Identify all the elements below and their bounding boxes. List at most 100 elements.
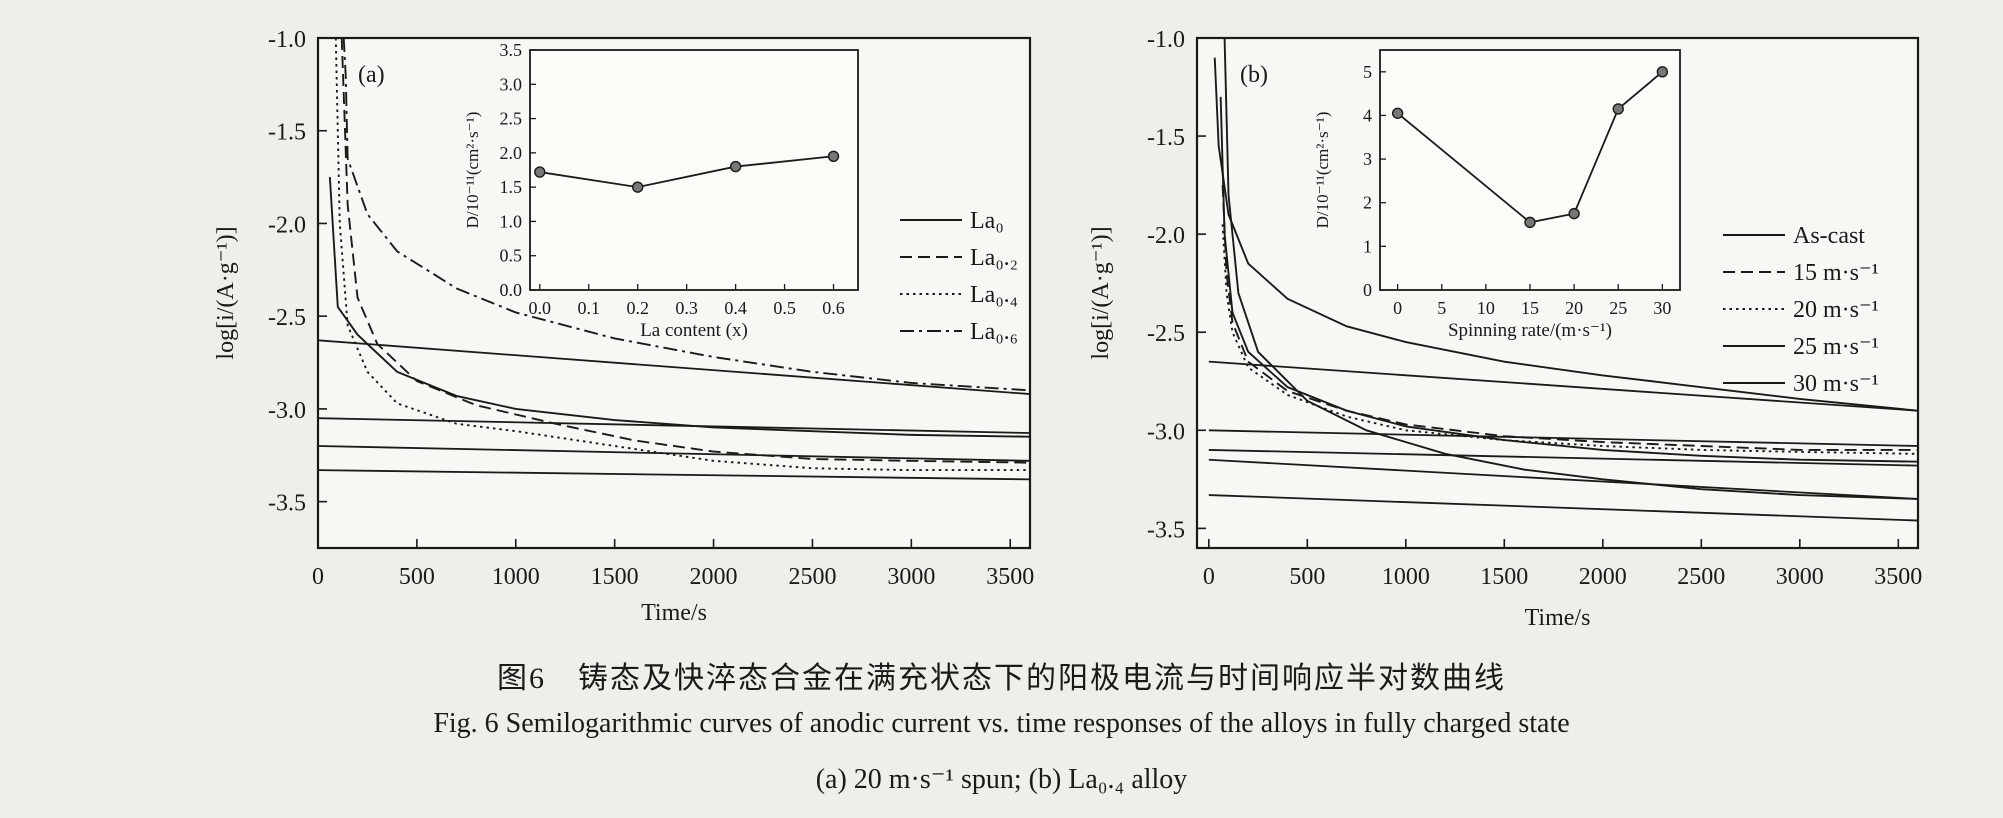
panel-b-inset-y-tick-label: 3 xyxy=(1363,149,1372,169)
figure-caption-english: Fig. 6 Semilogarithmic curves of anodic … xyxy=(433,708,1570,739)
panel-a-inset-x-tick-label: 0.5 xyxy=(773,298,796,318)
panel-b-inset-data-point xyxy=(1568,207,1580,220)
panel-a-inset-y-tick-label: 2.5 xyxy=(500,109,523,129)
panel-b-inset-data-point xyxy=(1612,103,1624,115)
panel-a-inset-series-line xyxy=(539,155,834,189)
panel-a-inset-data-point xyxy=(534,166,546,178)
panel-b-legend-label-4: 30 m·s⁻¹ xyxy=(1793,371,1879,397)
panel-b-legend-label-2: 20 m·s⁻¹ xyxy=(1793,297,1879,323)
panel-b-y-axis-title: log[i/(A·g⁻¹)] xyxy=(1088,226,1114,359)
panel-a-inset-x-tick-label: 0.0 xyxy=(529,298,552,318)
panel-b-reference-line xyxy=(1208,494,1919,522)
panel-a-x-tick-label: 1000 xyxy=(492,564,540,590)
panel-b-legend-label-3: 25 m·s⁻¹ xyxy=(1793,334,1879,360)
panel-b-y-tick-label: -2.5 xyxy=(1147,321,1185,347)
panel-b-inset-data-point xyxy=(1391,107,1404,119)
panel-b-x-tick-label: 2000 xyxy=(1579,564,1627,590)
panel-a-reference-line xyxy=(317,469,1031,481)
panel-b-inset-y-tick-label: 0 xyxy=(1363,280,1372,300)
panel-b-x-tick-label: 1500 xyxy=(1480,564,1528,590)
panel-b-inset-x-axis-title: Spinning rate/(m·s⁻¹) xyxy=(1448,320,1612,341)
panel-b-x-tick-label: 1000 xyxy=(1382,564,1430,590)
panel-a-reference-line xyxy=(317,445,1031,462)
panel-b-inset-frame xyxy=(1379,49,1681,291)
panel-b-inset-y-axis-title: D/10⁻¹¹(cm²·s⁻¹) xyxy=(1313,112,1332,229)
panel-a-y-tick-label: -1.5 xyxy=(268,120,306,146)
panel-b-series-line-1 xyxy=(1221,185,1918,451)
panel-b-y-tick-label: -1.5 xyxy=(1147,125,1185,151)
panel-b-y-tick-label: -3.5 xyxy=(1147,517,1185,543)
panel-a-y-tick-label: -2.5 xyxy=(268,305,306,331)
panel-b-inset-x-tick-label: 0 xyxy=(1393,298,1402,318)
panel-a-inset-x-tick-label: 0.4 xyxy=(724,298,747,318)
panel-b-inset-data-point xyxy=(1656,66,1669,78)
panel-b-legend-label-1: 15 m·s⁻¹ xyxy=(1793,260,1879,286)
figure-caption-subcaption: (a) 20 m·s⁻¹ spun; (b) La₀.₄ alloy xyxy=(815,764,1188,795)
panel-a-inset-y-tick-label: 1.0 xyxy=(500,211,523,231)
panel-b-inset-data-point xyxy=(1524,216,1536,229)
panel-a-series-line-1 xyxy=(340,38,1030,464)
panel-a-inset-y-tick-label: 3.5 xyxy=(500,40,523,60)
panel-a-reference-line xyxy=(317,339,1031,395)
panel-a-inset-x-tick-label: 0.1 xyxy=(577,298,600,318)
panel-a-inset-data-point xyxy=(632,181,644,193)
panel-a-x-axis-title: Time/s xyxy=(641,600,707,626)
panel-b-legend-label-0: As-cast xyxy=(1793,223,1865,249)
panel-a-x-tick-label: 0 xyxy=(312,564,324,590)
panel-a-series-line-3 xyxy=(342,38,1030,392)
panel-b-inset-y-tick-label: 2 xyxy=(1363,193,1372,213)
panel-b-x-axis-title: Time/s xyxy=(1525,605,1591,631)
panel-a-inset-y-tick-label: 0.0 xyxy=(500,280,523,300)
panel-b-inset-x-tick-label: 30 xyxy=(1653,298,1671,318)
panel-a-x-tick-label: 3500 xyxy=(986,564,1034,590)
panel-b-series-line-0 xyxy=(1213,57,1918,412)
panel-a-inset-y-tick-label: 2.0 xyxy=(500,143,523,163)
panel-a-inset-data-point xyxy=(729,160,742,173)
panel-b-inset-y-tick-label: 4 xyxy=(1363,105,1372,125)
panel-b-inset-x-tick-label: 5 xyxy=(1437,298,1446,318)
panel-a-legend-label-3: La₀.₆ xyxy=(970,319,1018,345)
panel-b-inset-x-tick-label: 25 xyxy=(1609,298,1627,318)
panel-a-y-tick-label: -3.0 xyxy=(268,398,306,424)
panel-a-inset-x-tick-label: 0.3 xyxy=(675,298,698,318)
panel-b-series-line-2 xyxy=(1221,224,1918,455)
panel-b-inset-y-tick-label: 1 xyxy=(1363,236,1372,256)
panel-b-x-tick-label: 0 xyxy=(1203,564,1215,590)
panel-a-inset-y-tick-label: 3.0 xyxy=(500,74,523,94)
panel-a-inset-y-tick-label: 1.5 xyxy=(500,177,523,197)
panel-a-inset-x-tick-label: 0.2 xyxy=(626,298,649,318)
panel-a-y-tick-label: -2.0 xyxy=(268,212,306,238)
panel-a-legend-label-0: La₀ xyxy=(970,208,1004,234)
panel-a-x-tick-label: 2000 xyxy=(690,564,738,590)
panel-a-y-tick-label: -1.0 xyxy=(268,27,306,53)
panel-a-inset-x-axis-title: La content (x) xyxy=(640,320,748,341)
panel-a-series-line-2 xyxy=(334,38,1030,472)
panel-a-inset-y-tick-label: 0.5 xyxy=(500,246,523,266)
panel-a-x-tick-label: 2500 xyxy=(788,564,836,590)
panel-b-reference-line xyxy=(1208,458,1919,500)
panel-b-y-tick-label: -3.0 xyxy=(1147,419,1185,445)
panel-a-inset-x-tick-label: 0.6 xyxy=(822,298,845,318)
panel-b-x-tick-label: 3500 xyxy=(1874,564,1922,590)
panel-b-reference-line xyxy=(1208,360,1919,412)
panel-b-inset-x-tick-label: 20 xyxy=(1565,298,1583,318)
panel-b-series-line-4 xyxy=(1223,38,1918,500)
panel-a-inset-y-axis-title: D/10⁻¹¹(cm²·s⁻¹) xyxy=(463,112,482,229)
panel-a-legend-label-2: La₀.₄ xyxy=(970,282,1018,308)
panel-b-x-tick-label: 500 xyxy=(1289,564,1325,590)
panel-b-y-tick-label: -2.0 xyxy=(1147,223,1185,249)
panel-b-x-tick-label: 3000 xyxy=(1776,564,1824,590)
figure-caption-chinese: 图6 铸态及快淬态合金在满充状态下的阳极电流与时间响应半对数曲线 xyxy=(497,662,1506,695)
panel-b-series-line-3 xyxy=(1219,96,1918,463)
panel-b-y-tick-label: -1.0 xyxy=(1147,27,1185,53)
panel-a-legend-label-1: La₀.₂ xyxy=(970,245,1018,271)
panel-a-y-axis-title: log[i/(A·g⁻¹)] xyxy=(213,226,239,359)
panel-a-reference-line xyxy=(317,417,1031,434)
panel-b-reference-line xyxy=(1208,429,1919,447)
panel-a-y-tick-label: -3.5 xyxy=(268,491,306,517)
panel-a-x-tick-label: 500 xyxy=(399,564,435,590)
panel-a-x-tick-label: 3000 xyxy=(887,564,935,590)
panel-b-panel-label: (b) xyxy=(1240,62,1268,88)
